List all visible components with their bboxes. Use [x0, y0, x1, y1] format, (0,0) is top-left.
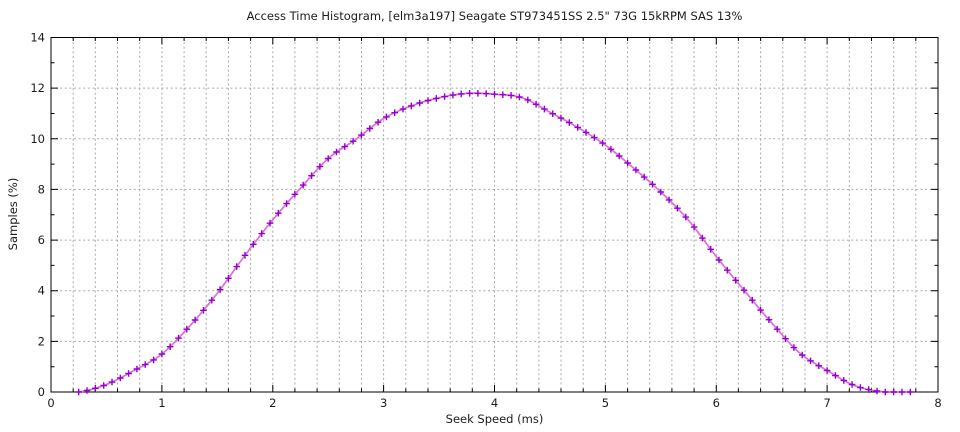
y-tick-label: 12: [30, 81, 45, 95]
x-tick-label: 4: [491, 396, 498, 410]
y-tick-label: 8: [38, 182, 45, 196]
y-tick-label: 2: [38, 334, 45, 348]
y-axis-label-text: Samples (%): [6, 177, 20, 251]
x-tick-label: 2: [269, 396, 276, 410]
x-tick-label: 6: [713, 396, 720, 410]
chart-title: Access Time Histogram, [elm3a197] Seagat…: [246, 9, 743, 23]
x-tick-label: 3: [380, 396, 387, 410]
grid-lines: [51, 37, 938, 392]
y-tick-label: 4: [38, 284, 45, 298]
x-tick-label: 8: [934, 396, 941, 410]
axis-ticks: [50, 37, 939, 393]
x-axis-label: Seek Speed (ms): [445, 412, 544, 426]
series-markers: [75, 90, 914, 396]
y-tick-label: 10: [30, 132, 45, 146]
y-tick-label: 14: [30, 31, 45, 45]
x-tick-label: 0: [47, 396, 54, 410]
x-tick-label: 7: [823, 396, 830, 410]
x-tick-label: 5: [602, 396, 609, 410]
y-tick-label: 6: [38, 233, 45, 247]
plot-border: [50, 37, 939, 393]
y-tick-label: 0: [38, 385, 45, 399]
x-tick-label: 1: [158, 396, 165, 410]
